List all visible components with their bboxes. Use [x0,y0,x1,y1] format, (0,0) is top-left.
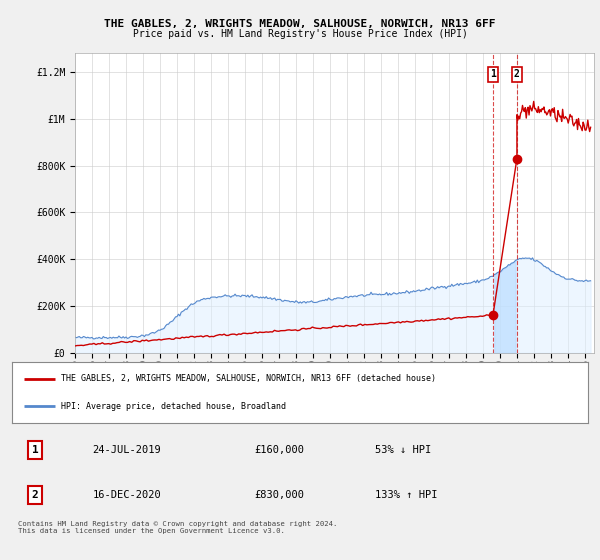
Text: 16-DEC-2020: 16-DEC-2020 [92,490,161,500]
Text: 24-JUL-2019: 24-JUL-2019 [92,445,161,455]
Text: 1: 1 [490,69,496,79]
Text: 2: 2 [32,490,38,500]
Text: HPI: Average price, detached house, Broadland: HPI: Average price, detached house, Broa… [61,402,286,411]
Text: 133% ↑ HPI: 133% ↑ HPI [375,490,437,500]
Text: £160,000: £160,000 [254,445,304,455]
Text: THE GABLES, 2, WRIGHTS MEADOW, SALHOUSE, NORWICH, NR13 6FF (detached house): THE GABLES, 2, WRIGHTS MEADOW, SALHOUSE,… [61,374,436,383]
Text: 1: 1 [32,445,38,455]
Text: 2: 2 [514,69,520,79]
Text: Contains HM Land Registry data © Crown copyright and database right 2024.
This d: Contains HM Land Registry data © Crown c… [18,521,337,534]
Text: 53% ↓ HPI: 53% ↓ HPI [375,445,431,455]
Text: Price paid vs. HM Land Registry's House Price Index (HPI): Price paid vs. HM Land Registry's House … [133,29,467,39]
Text: THE GABLES, 2, WRIGHTS MEADOW, SALHOUSE, NORWICH, NR13 6FF: THE GABLES, 2, WRIGHTS MEADOW, SALHOUSE,… [104,19,496,29]
Text: £830,000: £830,000 [254,490,304,500]
